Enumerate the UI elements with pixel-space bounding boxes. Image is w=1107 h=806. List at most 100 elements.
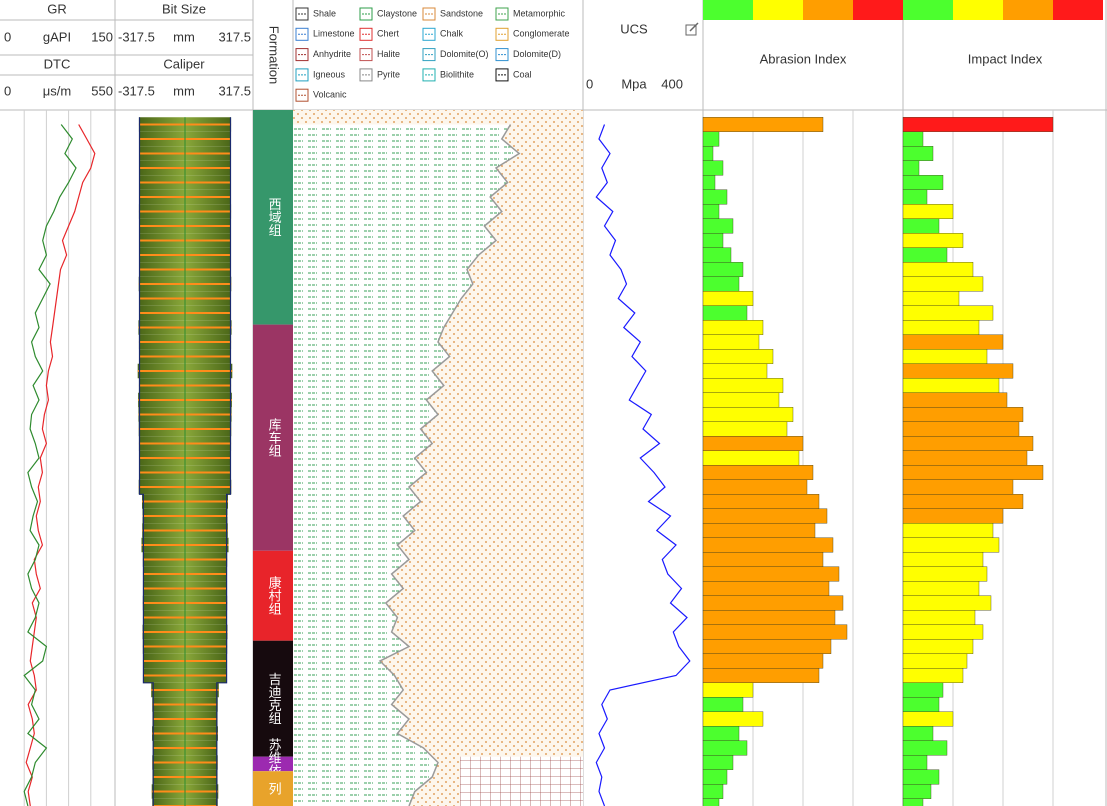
index-bar (702, 378, 784, 393)
legend-label: Chalk (440, 29, 464, 39)
index-bar (702, 668, 820, 683)
scale-max: 150 (91, 29, 113, 44)
index-bar (702, 653, 824, 669)
index-bar (902, 798, 924, 806)
legend-label: Coal (513, 69, 532, 79)
index-bar (902, 668, 964, 683)
index-bar (702, 711, 764, 727)
scale-max: 400 (661, 76, 683, 91)
edit-icon[interactable] (685, 22, 699, 36)
index-bar (902, 407, 1024, 422)
legend-label: Metamorphic (513, 8, 566, 18)
index-bar (702, 247, 732, 263)
index-bar (902, 175, 944, 190)
index-bar (902, 610, 976, 625)
index-bar (702, 233, 724, 248)
index-bar (902, 784, 932, 799)
unit: gAPI (43, 29, 71, 44)
color-scale (903, 0, 953, 20)
legend-label: Igneous (313, 69, 346, 79)
index-bar (902, 523, 994, 538)
index-bar (902, 581, 980, 596)
index-bar (702, 726, 740, 741)
edit-icon-pen[interactable] (689, 22, 699, 32)
index-bar (702, 581, 830, 596)
index-bar (902, 247, 948, 263)
index-bar (902, 639, 974, 654)
dtc-curve (25, 124, 96, 806)
formation-zone (253, 110, 293, 325)
index-bar (702, 189, 728, 205)
formation-zone (253, 324, 293, 551)
color-scale (753, 0, 803, 20)
index-bar (702, 363, 768, 379)
index-bar (902, 755, 928, 770)
scale-max: 550 (91, 83, 113, 98)
legend-label: Conglomerate (513, 29, 570, 39)
index-bar (902, 421, 1020, 437)
color-scale (1053, 0, 1103, 20)
index-bar (902, 436, 1034, 451)
index-bar (702, 146, 714, 161)
legend-label: Shale (313, 8, 336, 18)
lithology-curve (378, 124, 521, 806)
legend-label: Pyrite (377, 69, 400, 79)
index-bar (902, 566, 988, 582)
legend-label: Halite (377, 49, 400, 59)
index-bar (702, 392, 780, 408)
index-bar (702, 494, 820, 509)
index-bar (702, 552, 824, 567)
index-bar (902, 479, 1014, 495)
legend-label: Claystone (377, 8, 417, 18)
legend-label: Chert (377, 29, 400, 39)
index-bar (702, 117, 824, 132)
index-bar (702, 682, 754, 698)
index-bar (902, 595, 992, 611)
track-name: Impact Index (968, 51, 1043, 66)
index-bar (902, 537, 1000, 553)
index-bar (902, 349, 988, 364)
index-bar (902, 624, 984, 640)
index-bar (902, 146, 934, 161)
legend-label: Dolomite(O) (440, 49, 489, 59)
index-bar (702, 523, 816, 538)
formation-zone (253, 640, 293, 757)
index-bar (902, 653, 968, 669)
legend-label: Biolithite (440, 69, 474, 79)
unit: Mpa (621, 76, 647, 91)
index-bar (702, 798, 720, 806)
index-bar (702, 784, 724, 799)
scale-min: -317.5 (118, 29, 155, 44)
index-bar (702, 131, 720, 147)
color-scale (853, 0, 903, 20)
index-bar (902, 494, 1024, 509)
index-bar (702, 755, 734, 770)
index-bar (702, 305, 748, 321)
unit: μs/m (43, 83, 71, 98)
ucs-curve (595, 124, 691, 806)
formation-label: 列 (267, 782, 282, 796)
index-bar (702, 204, 720, 219)
index-bar (902, 218, 940, 234)
index-bar (902, 711, 954, 727)
index-bar (902, 697, 940, 712)
track-name: DTC (44, 56, 71, 71)
scale-min: 0 (4, 83, 11, 98)
formation-label: 康村组 (267, 576, 282, 616)
index-bar (702, 624, 848, 640)
index-bar (902, 320, 980, 335)
color-scale (953, 0, 1003, 20)
index-bar (702, 320, 764, 335)
edit-icon-box[interactable] (685, 24, 697, 36)
scale-min: 0 (4, 29, 11, 44)
index-bar (902, 378, 1000, 393)
index-bar (902, 305, 994, 321)
index-bar (902, 334, 1004, 350)
track-name: GR (47, 1, 67, 16)
index-bar (902, 117, 1054, 132)
legend-label: Volcanic (313, 90, 347, 100)
legend-label: Anhydrite (313, 49, 351, 59)
color-scale (803, 0, 853, 20)
